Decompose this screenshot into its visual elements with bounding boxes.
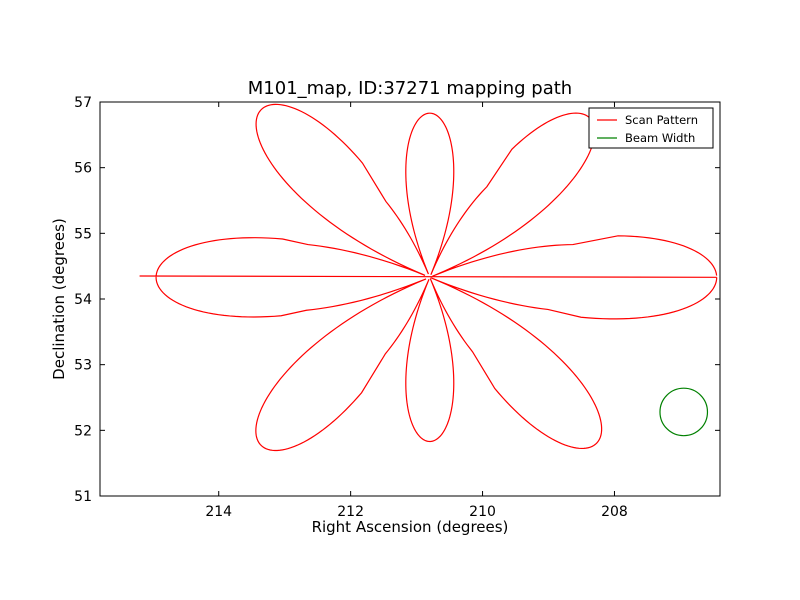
y-tick-label: 55 [74, 226, 92, 242]
beam-width-circle [659, 387, 709, 437]
x-axis: 214 212 210 208 [205, 102, 628, 520]
legend-label: Beam Width [625, 131, 695, 145]
x-tick-label: 214 [205, 504, 232, 520]
y-tick-label: 56 [74, 161, 92, 177]
legend-label: Scan Pattern [625, 113, 698, 127]
chart-title: M101_map, ID:37271 mapping path [248, 78, 572, 99]
y-tick-label: 52 [74, 423, 92, 439]
legend: Scan Pattern Beam Width [588, 107, 714, 149]
y-tick-label: 54 [74, 292, 92, 308]
y-tick-label: 57 [74, 95, 92, 111]
scan-pattern-line [139, 103, 718, 452]
legend-box [588, 107, 714, 149]
y-axis: 51 52 53 54 55 56 57 [74, 95, 720, 505]
x-tick-label: 210 [469, 504, 496, 520]
x-tick-label: 212 [337, 504, 364, 520]
y-tick-label: 51 [74, 489, 92, 505]
y-axis-title: Declination (degrees) [50, 218, 68, 380]
x-axis-title: Right Ascension (degrees) [312, 518, 509, 536]
y-tick-label: 53 [74, 358, 92, 374]
x-tick-label: 208 [601, 504, 628, 520]
